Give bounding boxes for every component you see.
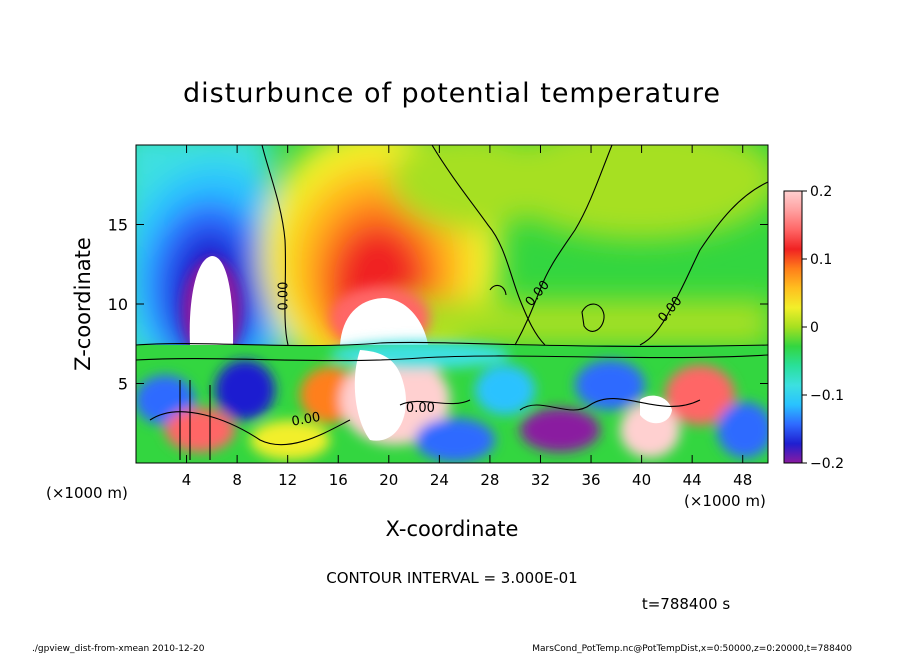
x-unit-right: (×1000 m) [684, 492, 766, 510]
x-tick-label: 32 [531, 471, 550, 489]
x-tick-label: 4 [182, 471, 192, 489]
footer-left: ./gpview_dist-from-xmean 2010-12-20 [32, 644, 205, 654]
x-tick-label: 36 [581, 471, 600, 489]
y-tick-label: 10 [108, 295, 128, 314]
contour-lines [136, 145, 768, 460]
colorbar-ticks: 0.2 0.1 0 −0.1 −0.2 [802, 184, 844, 472]
x-axis: 4 8 12 16 20 24 28 32 36 40 44 48 [182, 145, 752, 489]
y-tick-label: 15 [108, 216, 128, 235]
x-tick-label: 8 [232, 471, 242, 489]
colorbar-tick-label: −0.2 [810, 456, 844, 472]
chart-title: disturbunce of potential temperature [183, 78, 721, 109]
contour-label: 0.00 [290, 410, 321, 430]
contour-label: 0.00 [277, 282, 292, 311]
y-tick-label: 5 [118, 375, 128, 394]
x-tick-label: 12 [278, 471, 297, 489]
x-tick-label: 40 [632, 471, 651, 489]
contour-label: 0.00 [406, 401, 435, 416]
x-unit-left: (×1000 m) [46, 484, 128, 502]
plot-area: 0.00 0.00 0.000.000.00 [136, 145, 768, 463]
footer-right: MarsCond_PotTemp.nc@PotTempDist,x=0:5000… [532, 644, 852, 654]
colorbar-tick-label: 0.2 [810, 184, 832, 200]
colorbar-bar [783, 190, 803, 464]
x-axis-label: X-coordinate [386, 517, 519, 541]
colorbar-tick-label: −0.1 [810, 388, 844, 404]
colorbar: 0.2 0.1 0 −0.1 −0.2 [783, 184, 844, 472]
x-tick-label: 24 [430, 471, 449, 489]
colorbar-tick-label: 0.1 [810, 252, 832, 268]
x-tick-label: 28 [480, 471, 499, 489]
y-axis-label: Z-coordinate [71, 237, 95, 371]
x-tick-label: 16 [329, 471, 348, 489]
x-tick-label: 44 [683, 471, 702, 489]
x-tick-label: 20 [379, 471, 398, 489]
y-axis: 5 10 15 [108, 216, 768, 394]
contour-interval: CONTOUR INTERVAL = 3.000E-01 [326, 569, 577, 587]
time-stamp: t=788400 s [642, 595, 730, 613]
saturated-cores [189, 256, 428, 345]
colorbar-tick-label: 0 [810, 320, 819, 336]
x-tick-label: 48 [733, 471, 752, 489]
